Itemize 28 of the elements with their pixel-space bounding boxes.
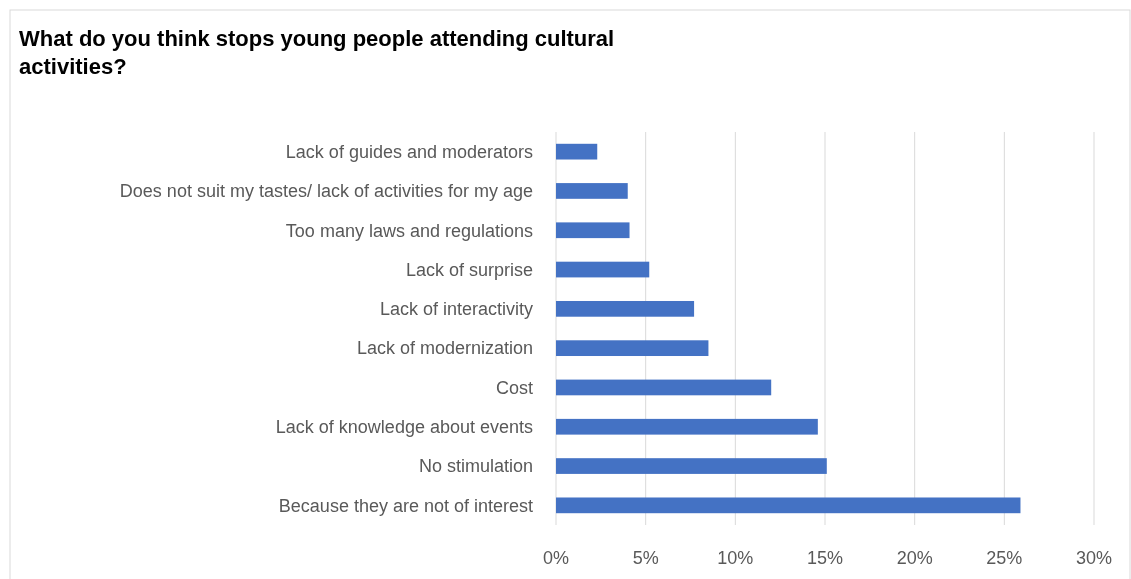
x-tick-label: 25% xyxy=(986,548,1023,568)
bar xyxy=(556,300,695,317)
text: What do you think stops young people attending cultural activities? xyxy=(19,26,615,79)
bar xyxy=(556,222,630,239)
x-tick-label: 15% xyxy=(806,548,844,568)
y-tick-label: Lack of interactivity xyxy=(379,299,533,320)
bar xyxy=(556,340,709,357)
y-tick-label: Does not suit my tastes/ lack of activities for my age xyxy=(119,181,533,202)
y-tick-label: Lack of modernization xyxy=(356,338,533,359)
x-tick-label: 20% xyxy=(896,548,933,568)
bar xyxy=(556,143,598,160)
y-tick-label: Lack of knowledge about events xyxy=(275,417,533,438)
bar xyxy=(556,183,628,199)
bar xyxy=(556,418,818,435)
y-tick-label: Because they are not of interest xyxy=(278,495,533,516)
x-tick-label: 10% xyxy=(717,548,754,568)
y-tick-label: Lack of surprise xyxy=(405,259,533,280)
x-tick-label: 5% xyxy=(632,548,659,568)
y-tick-label: Cost xyxy=(495,377,533,398)
y-tick-label: Lack of guides and moderators xyxy=(285,141,533,162)
bar xyxy=(556,379,772,396)
x-tick-label: 30% xyxy=(1075,548,1113,568)
bar xyxy=(556,458,827,474)
y-tick-label: Too many laws and regulations xyxy=(285,220,533,241)
y-tick-label: No stimulation xyxy=(418,456,533,477)
bar xyxy=(556,261,650,278)
bar xyxy=(556,497,1021,514)
x-tick-label: 0% xyxy=(542,548,570,568)
